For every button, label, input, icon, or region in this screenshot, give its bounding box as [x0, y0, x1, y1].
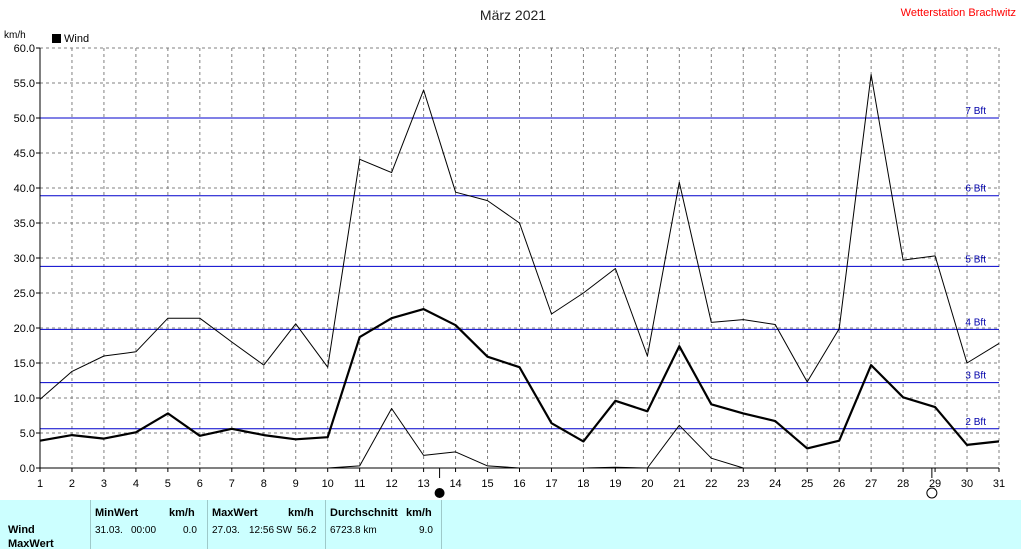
moon-phases	[434, 468, 938, 499]
panel-divider	[325, 500, 326, 549]
avg-distance: 6723.8 km	[330, 525, 377, 536]
x-tick-label: 7	[229, 478, 235, 490]
max-time: 12:56	[249, 525, 275, 536]
avg-unit: km/h	[406, 507, 432, 519]
station-name: Wetterstation Brachwitz	[901, 7, 1016, 19]
y-tick-label: 35.0	[14, 218, 35, 230]
beaufort-label: 6 Bft	[965, 184, 986, 195]
x-tick-label: 17	[545, 478, 557, 490]
min-header: MinWert	[95, 507, 139, 519]
x-tick-label: 27	[865, 478, 877, 490]
series-lines	[39, 74, 1000, 469]
x-tick-label: 3	[101, 478, 107, 490]
beaufort-label: 7 Bft	[965, 106, 986, 117]
legend-label: Wind	[64, 33, 89, 45]
x-tick-label: 11	[354, 478, 365, 490]
beaufort-lines: 2 Bft 3 Bft 4 Bft 5 Bft 6 Bft 7 Bft	[40, 106, 999, 430]
min-series-line	[40, 408, 999, 469]
x-tick-label: 5	[165, 478, 171, 490]
x-tick-label: 25	[801, 478, 813, 490]
wind-series-line	[39, 308, 1000, 450]
max-direction: SW	[276, 525, 293, 536]
y-tick-label: 25.0	[14, 288, 35, 300]
x-tick-label: 18	[577, 478, 589, 490]
x-tick-label: 14	[449, 478, 461, 490]
x-tick-label: 19	[609, 478, 621, 490]
y-tick-label: 50.0	[14, 113, 35, 125]
x-tick-label: 21	[673, 478, 685, 490]
x-tick-label: 10	[322, 478, 334, 490]
panel-divider	[441, 500, 442, 549]
y-axis-unit: km/h	[4, 30, 26, 41]
x-tick-label: 13	[417, 478, 429, 490]
legend-swatch	[52, 34, 61, 43]
x-tick-label: 1	[37, 478, 43, 490]
y-tick-label: 5.0	[20, 428, 35, 440]
x-tick-label: 4	[133, 478, 139, 490]
row-label-wind: Wind	[8, 524, 35, 536]
x-tick-label: 31	[993, 478, 1005, 490]
y-tick-label: 60.0	[14, 43, 35, 55]
max-series-line	[39, 74, 1000, 400]
x-tick-label: 16	[513, 478, 525, 490]
max-date: 27.03.	[212, 525, 240, 536]
beaufort-label: 5 Bft	[965, 254, 986, 265]
x-tick-label: 23	[737, 478, 749, 490]
y-tick-label: 15.0	[14, 358, 35, 370]
row-label-maxwert: MaxWert	[8, 538, 54, 549]
beaufort-label: 3 Bft	[965, 371, 986, 382]
avg-header: Durchschnitt	[330, 507, 398, 519]
min-date: 31.03.	[95, 525, 123, 536]
min-value: 0.0	[183, 525, 197, 536]
x-tick-label: 12	[386, 478, 398, 490]
min-time: 00:00	[131, 525, 157, 536]
axes: 0.0 5.0 10.0 15.0 20.0 25.0 30.0 35.0 40.0 45.0 50…	[14, 43, 1006, 490]
x-tick-label: 26	[833, 478, 845, 490]
avg-value: 9.0	[419, 525, 433, 536]
x-tick-label: 2	[69, 478, 75, 490]
max-value: 56.2	[297, 525, 317, 536]
max-header: MaxWert	[212, 507, 258, 519]
x-tick-label: 6	[197, 478, 203, 490]
new-moon-icon	[434, 488, 445, 498]
panel-divider	[90, 500, 91, 549]
y-tick-label: 40.0	[14, 183, 35, 195]
y-tick-label: 10.0	[14, 393, 35, 405]
x-tick-label: 9	[293, 478, 299, 490]
x-tick-label: 30	[961, 478, 973, 490]
x-tick-label: 15	[481, 478, 493, 490]
x-tick-label: 8	[261, 478, 267, 490]
y-tick-label: 30.0	[14, 253, 35, 265]
x-tick-label: 20	[641, 478, 653, 490]
chart-title: März 2021	[480, 7, 546, 23]
x-tick-label: 24	[769, 478, 781, 490]
full-moon-icon	[926, 487, 938, 499]
beaufort-label: 4 Bft	[965, 317, 986, 328]
panel-divider	[207, 500, 208, 549]
y-tick-label: 20.0	[14, 323, 35, 335]
min-unit: km/h	[169, 507, 195, 519]
max-unit: km/h	[288, 507, 314, 519]
y-tick-label: 55.0	[14, 78, 35, 90]
beaufort-label: 2 Bft	[965, 417, 986, 428]
y-tick-label: 45.0	[14, 148, 35, 160]
stats-panel: Wind MaxWert MinWert km/h 31.03. 00:00 0…	[0, 500, 1021, 549]
x-tick-label: 22	[705, 478, 717, 490]
x-tick-label: 28	[897, 478, 909, 490]
wind-chart: März 2021 Wetterstation Brachwitz km/h W…	[4, 7, 1016, 499]
x-tick-label: 29	[929, 478, 941, 490]
y-tick-label: 0.0	[20, 463, 35, 475]
